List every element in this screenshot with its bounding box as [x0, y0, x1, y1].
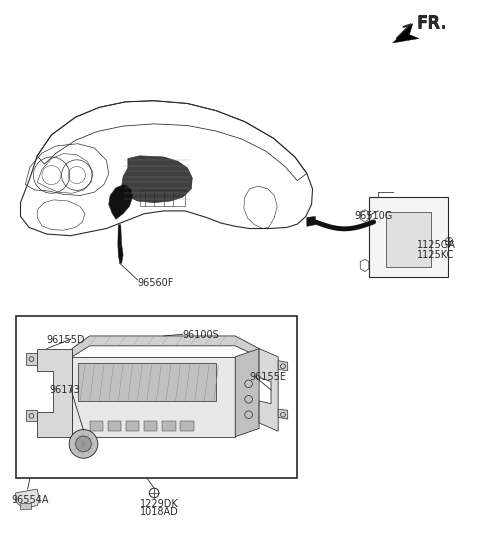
Polygon shape: [235, 348, 259, 437]
Bar: [108, 421, 121, 431]
Text: 1018AD: 1018AD: [140, 507, 179, 517]
Bar: [140, 190, 185, 207]
Bar: [369, 197, 447, 277]
Bar: [126, 421, 139, 431]
Polygon shape: [278, 409, 288, 419]
Polygon shape: [37, 348, 72, 437]
Polygon shape: [16, 489, 39, 509]
Polygon shape: [307, 217, 315, 227]
Text: 96155E: 96155E: [250, 372, 287, 382]
Bar: [78, 363, 216, 401]
Polygon shape: [259, 348, 278, 431]
Polygon shape: [72, 357, 235, 437]
Bar: [385, 212, 431, 267]
Polygon shape: [26, 411, 37, 421]
Text: 96100S: 96100S: [183, 330, 219, 340]
Bar: [144, 421, 157, 431]
Bar: [162, 421, 176, 431]
Text: FR.: FR.: [417, 14, 447, 33]
Text: 1125GA: 1125GA: [417, 240, 456, 250]
Polygon shape: [26, 353, 37, 365]
Text: FR.: FR.: [417, 13, 447, 32]
Text: 96173: 96173: [49, 385, 80, 395]
Bar: [20, 503, 32, 510]
Polygon shape: [72, 336, 259, 357]
Text: 96155D: 96155D: [47, 335, 85, 345]
Polygon shape: [109, 184, 132, 219]
Polygon shape: [393, 24, 419, 43]
Polygon shape: [278, 361, 288, 371]
Text: 96510G: 96510G: [355, 212, 393, 222]
Text: 96560F: 96560F: [137, 278, 174, 288]
Bar: [90, 421, 103, 431]
Text: 1229DK: 1229DK: [140, 499, 179, 509]
Polygon shape: [118, 225, 123, 263]
Circle shape: [69, 429, 98, 458]
Circle shape: [75, 436, 91, 452]
Text: 96554A: 96554A: [11, 495, 48, 505]
Bar: [180, 421, 194, 431]
Polygon shape: [121, 156, 192, 203]
Text: 1125KC: 1125KC: [417, 250, 454, 260]
Bar: [16, 316, 297, 478]
